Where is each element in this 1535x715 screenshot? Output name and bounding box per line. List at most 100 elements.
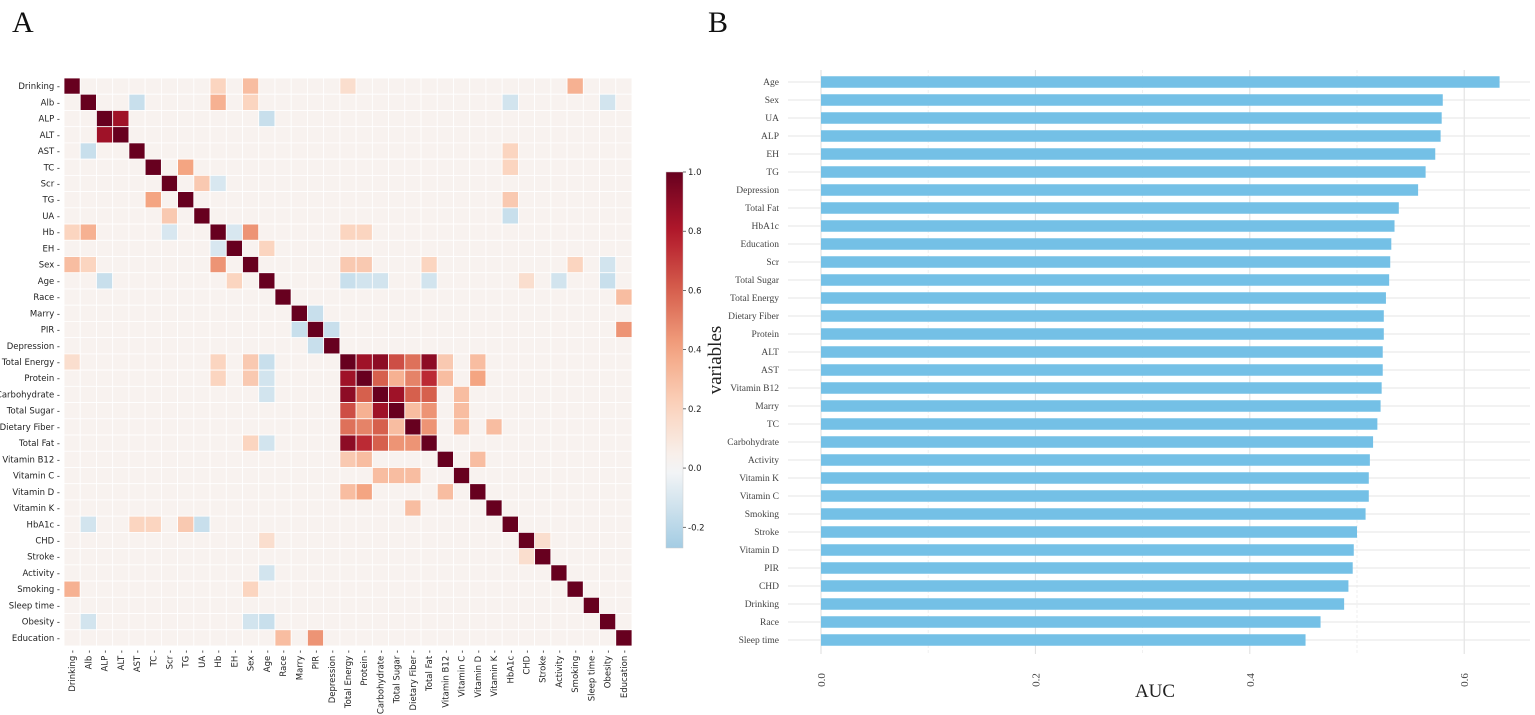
heatmap-cell	[112, 126, 130, 144]
heatmap-cell	[177, 629, 195, 647]
heatmap-cell	[193, 93, 211, 111]
heatmap-cell	[323, 321, 341, 339]
heatmap-cell	[290, 223, 308, 241]
heatmap-cell	[242, 288, 260, 306]
heatmap-cell	[79, 418, 97, 436]
heatmap-cell	[177, 467, 195, 485]
heatmap-cell	[96, 564, 114, 582]
heatmap-cell	[290, 93, 308, 111]
heatmap-cell	[534, 564, 552, 582]
heatmap-cell	[258, 385, 276, 403]
heatmap-cell	[566, 321, 584, 339]
heatmap-cell	[209, 353, 227, 371]
heatmap-row-label: Dietary Fiber -	[0, 423, 60, 433]
x-tick-label: 0.4	[1245, 673, 1257, 687]
heatmap-cell	[63, 353, 81, 371]
heatmap-cell	[599, 434, 617, 452]
heatmap-cell	[323, 142, 341, 160]
heatmap-cell	[469, 174, 487, 193]
heatmap-cell	[209, 223, 227, 241]
heatmap-cell	[63, 418, 81, 436]
heatmap-cell	[550, 256, 568, 274]
heatmap-cell	[582, 110, 600, 128]
heatmap-cell	[534, 337, 552, 355]
heatmap-col-label: UA -	[198, 650, 208, 668]
heatmap-cell	[160, 596, 179, 614]
heatmap-cell	[599, 532, 617, 550]
heatmap-cell	[534, 629, 552, 647]
heatmap-cell	[160, 580, 179, 598]
heatmap-cell	[79, 483, 97, 501]
heatmap-cell	[144, 385, 162, 403]
heatmap-cell	[582, 93, 600, 111]
heatmap-cell	[615, 499, 633, 517]
heatmap-cell	[144, 580, 162, 598]
heatmap-cell	[388, 548, 406, 566]
heatmap-cell	[225, 158, 243, 176]
heatmap-cell	[404, 77, 422, 95]
bar	[821, 472, 1369, 484]
heatmap-cell	[404, 596, 422, 614]
heatmap-cell	[501, 77, 519, 95]
heatmap-cell	[209, 77, 227, 95]
heatmap-cell	[518, 499, 536, 517]
heatmap-cell	[307, 77, 325, 95]
heatmap-cell	[436, 434, 454, 452]
heatmap-cell	[177, 450, 195, 468]
heatmap-cell	[534, 321, 552, 339]
heatmap-row-label: Sleep time -	[9, 601, 60, 611]
heatmap-cell	[79, 288, 97, 306]
heatmap-cell	[404, 450, 422, 468]
heatmap-cell	[339, 110, 357, 128]
bar-category-label: Total Sugar	[735, 276, 780, 286]
heatmap-cell	[160, 288, 179, 306]
heatmap-cell	[290, 77, 308, 95]
heatmap-cell	[274, 369, 292, 387]
heatmap-cell	[436, 532, 454, 550]
heatmap-cell	[453, 548, 471, 566]
heatmap-cell	[550, 483, 568, 501]
heatmap-cell	[160, 369, 179, 387]
heatmap-cell	[79, 191, 97, 209]
heatmap-cell	[453, 174, 471, 193]
heatmap-cell	[177, 369, 195, 387]
heatmap-cell	[144, 207, 162, 225]
heatmap-row-label: Vitamin K -	[13, 504, 60, 514]
heatmap-row-label: Age -	[38, 277, 60, 287]
heatmap-cell	[388, 564, 406, 582]
heatmap-cell	[485, 515, 503, 533]
heatmap-cell	[420, 321, 438, 339]
heatmap-cell	[404, 467, 422, 485]
heatmap-cell	[79, 532, 97, 550]
heatmap-cell	[96, 613, 114, 631]
heatmap-cell	[274, 353, 292, 371]
heatmap-cell	[566, 450, 584, 468]
heatmap-cell	[582, 321, 600, 339]
heatmap-cell	[177, 499, 195, 517]
heatmap-cell	[436, 499, 454, 517]
heatmap-cell	[388, 110, 406, 128]
heatmap-row-label: Vitamin B12 -	[2, 455, 60, 465]
heatmap-cell	[436, 353, 454, 371]
heatmap-cell	[453, 207, 471, 225]
correlation-heatmap: Drinking - Drinking - Alb - Alb - ALP - ALP -…	[0, 77, 633, 714]
heatmap-cell	[420, 548, 438, 566]
heatmap-cell	[307, 483, 325, 501]
heatmap-cell	[128, 110, 146, 128]
heatmap-cell	[453, 288, 471, 306]
heatmap-cell	[144, 337, 162, 355]
heatmap-cell	[355, 596, 373, 614]
heatmap-cell	[615, 353, 633, 371]
x-tick-label: 0.2	[1030, 673, 1042, 687]
heatmap-cell	[355, 402, 373, 420]
heatmap-cell	[290, 174, 308, 193]
heatmap-cell	[501, 174, 519, 193]
heatmap-cell	[453, 613, 471, 631]
heatmap-cell	[339, 467, 357, 485]
heatmap-cell	[355, 467, 373, 485]
heatmap-cell	[469, 304, 487, 322]
heatmap-cell	[339, 126, 357, 144]
heatmap-cell	[177, 191, 195, 209]
heatmap-cell	[453, 256, 471, 274]
heatmap-cell	[290, 272, 308, 290]
